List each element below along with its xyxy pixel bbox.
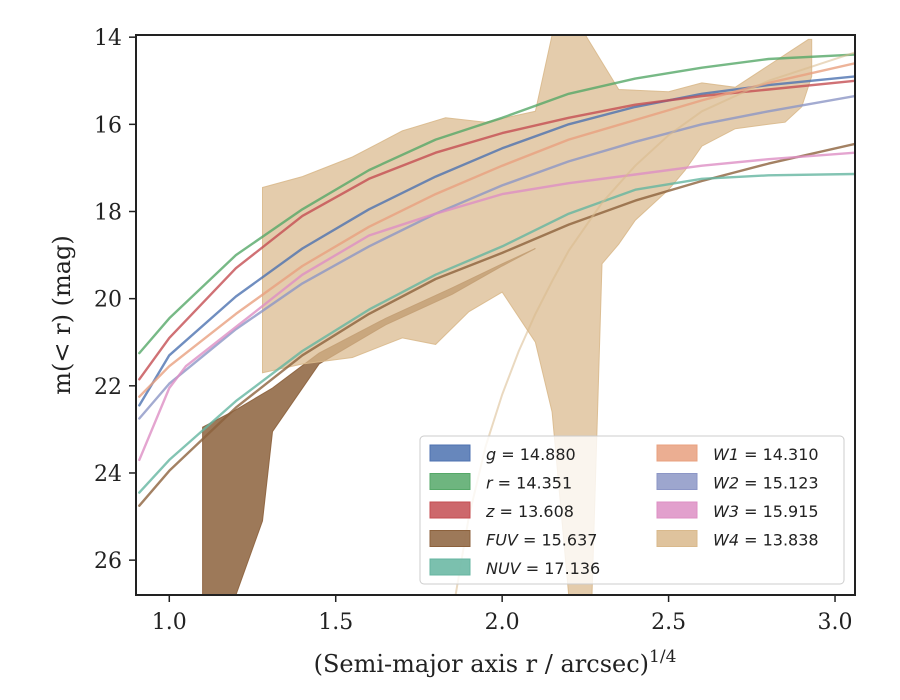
legend-series-value: 17.136 — [544, 559, 600, 578]
legend-series-value: 15.123 — [763, 474, 819, 493]
y-axis-label: m(< r) (mag) — [48, 235, 76, 394]
legend-label-g: g = 14.880 — [486, 445, 576, 464]
legend-series-name: g — [486, 445, 496, 464]
series-line-w2 — [138, 94, 855, 420]
legend-equals: = — [493, 474, 517, 493]
legend-series-value: 15.915 — [763, 502, 819, 521]
legend-label-w3: W3 = 15.915 — [713, 502, 819, 521]
legend-equals: = — [739, 502, 763, 521]
band-w4 — [262, 35, 813, 595]
legend-equals: = — [739, 531, 763, 550]
y-tick-label: 26 — [94, 549, 122, 574]
legend-series-name: W4 — [713, 531, 739, 550]
legend-swatch-fuv — [429, 530, 471, 547]
series-line-g — [138, 75, 855, 407]
legend-equals: = — [521, 559, 545, 578]
legend-series-name: NUV — [486, 559, 522, 578]
plot-frame — [135, 34, 856, 596]
legend-swatch-w2 — [656, 473, 698, 490]
x-axis: 1.0 1.5 2.0 2.5 3.0 — [152, 595, 853, 635]
y-tick-label: 20 — [94, 288, 122, 313]
y-axis: 14 16 18 20 22 24 26 — [94, 26, 136, 574]
legend-equals: = — [739, 445, 763, 464]
x-axis-label-exponent: 1/4 — [649, 647, 676, 667]
legend-series-name: r — [486, 474, 494, 493]
legend-label-w1: W1 = 14.310 — [713, 445, 819, 464]
legend-series-name: z — [485, 502, 495, 521]
series-line-w1 — [138, 62, 855, 398]
legend-series-name: W3 — [713, 502, 739, 521]
legend-label-r: r = 14.351 — [486, 474, 572, 493]
x-tick-label: 3.0 — [818, 610, 853, 635]
legend-series-value: 14.351 — [516, 474, 572, 493]
lines-layer — [138, 51, 855, 595]
legend-equals: = — [518, 531, 542, 550]
legend: g = 14.880 r = 14.351 z = 13.608 FUV = 15.6… — [419, 435, 845, 585]
series-line-nuv — [138, 172, 855, 494]
legend-series-name: W1 — [713, 445, 739, 464]
x-tick-label: 2.0 — [485, 610, 520, 635]
legend-equals: = — [739, 474, 763, 493]
y-tick-label: 14 — [94, 26, 122, 51]
legend-swatch-z — [429, 501, 471, 519]
legend-series-value: 13.608 — [518, 502, 574, 521]
legend-series-name: W2 — [713, 474, 739, 493]
legend-swatch-w1 — [656, 444, 698, 462]
series-line-w3 — [138, 151, 855, 462]
series-line-r — [138, 53, 855, 355]
legend-equals: = — [494, 502, 518, 521]
legend-swatch-w3 — [656, 501, 698, 519]
legend-label-z: z = 13.608 — [485, 502, 574, 521]
legend-swatch-g — [429, 444, 471, 462]
legend-swatch-w4 — [656, 530, 698, 547]
y-tick-label: 16 — [94, 113, 122, 138]
x-axis-label: (Semi-major axis r / arcsec)1/4 — [314, 647, 677, 678]
x-tick-label: 1.5 — [318, 610, 353, 635]
legend-series-value: 13.838 — [763, 531, 819, 550]
bands-layer — [202, 35, 813, 595]
legend-swatch-nuv — [429, 558, 471, 576]
x-tick-label: 1.0 — [152, 610, 187, 635]
legend-series-value: 14.880 — [520, 445, 576, 464]
y-tick-label: 24 — [94, 462, 122, 487]
legend-label-w4: W4 = 13.838 — [713, 531, 819, 550]
legend-equals: = — [496, 445, 520, 464]
legend-items: g = 14.880 r = 14.351 z = 13.608 FUV = 15.6… — [429, 444, 819, 578]
legend-label-fuv: FUV = 15.637 — [486, 531, 597, 550]
y-tick-label: 18 — [94, 200, 122, 225]
legend-label-w2: W2 = 15.123 — [713, 474, 819, 493]
legend-series-value: 15.637 — [541, 531, 597, 550]
legend-swatch-r — [429, 473, 471, 490]
legend-frame — [419, 435, 845, 585]
legend-label-nuv: NUV = 17.136 — [486, 559, 600, 578]
legend-series-value: 14.310 — [763, 445, 819, 464]
x-tick-label: 2.5 — [651, 610, 686, 635]
series-line-z — [138, 79, 855, 381]
legend-series-name: FUV — [486, 531, 519, 550]
y-tick-label: 22 — [94, 375, 122, 400]
x-axis-label-main: (Semi-major axis r / arcsec) — [314, 650, 649, 678]
